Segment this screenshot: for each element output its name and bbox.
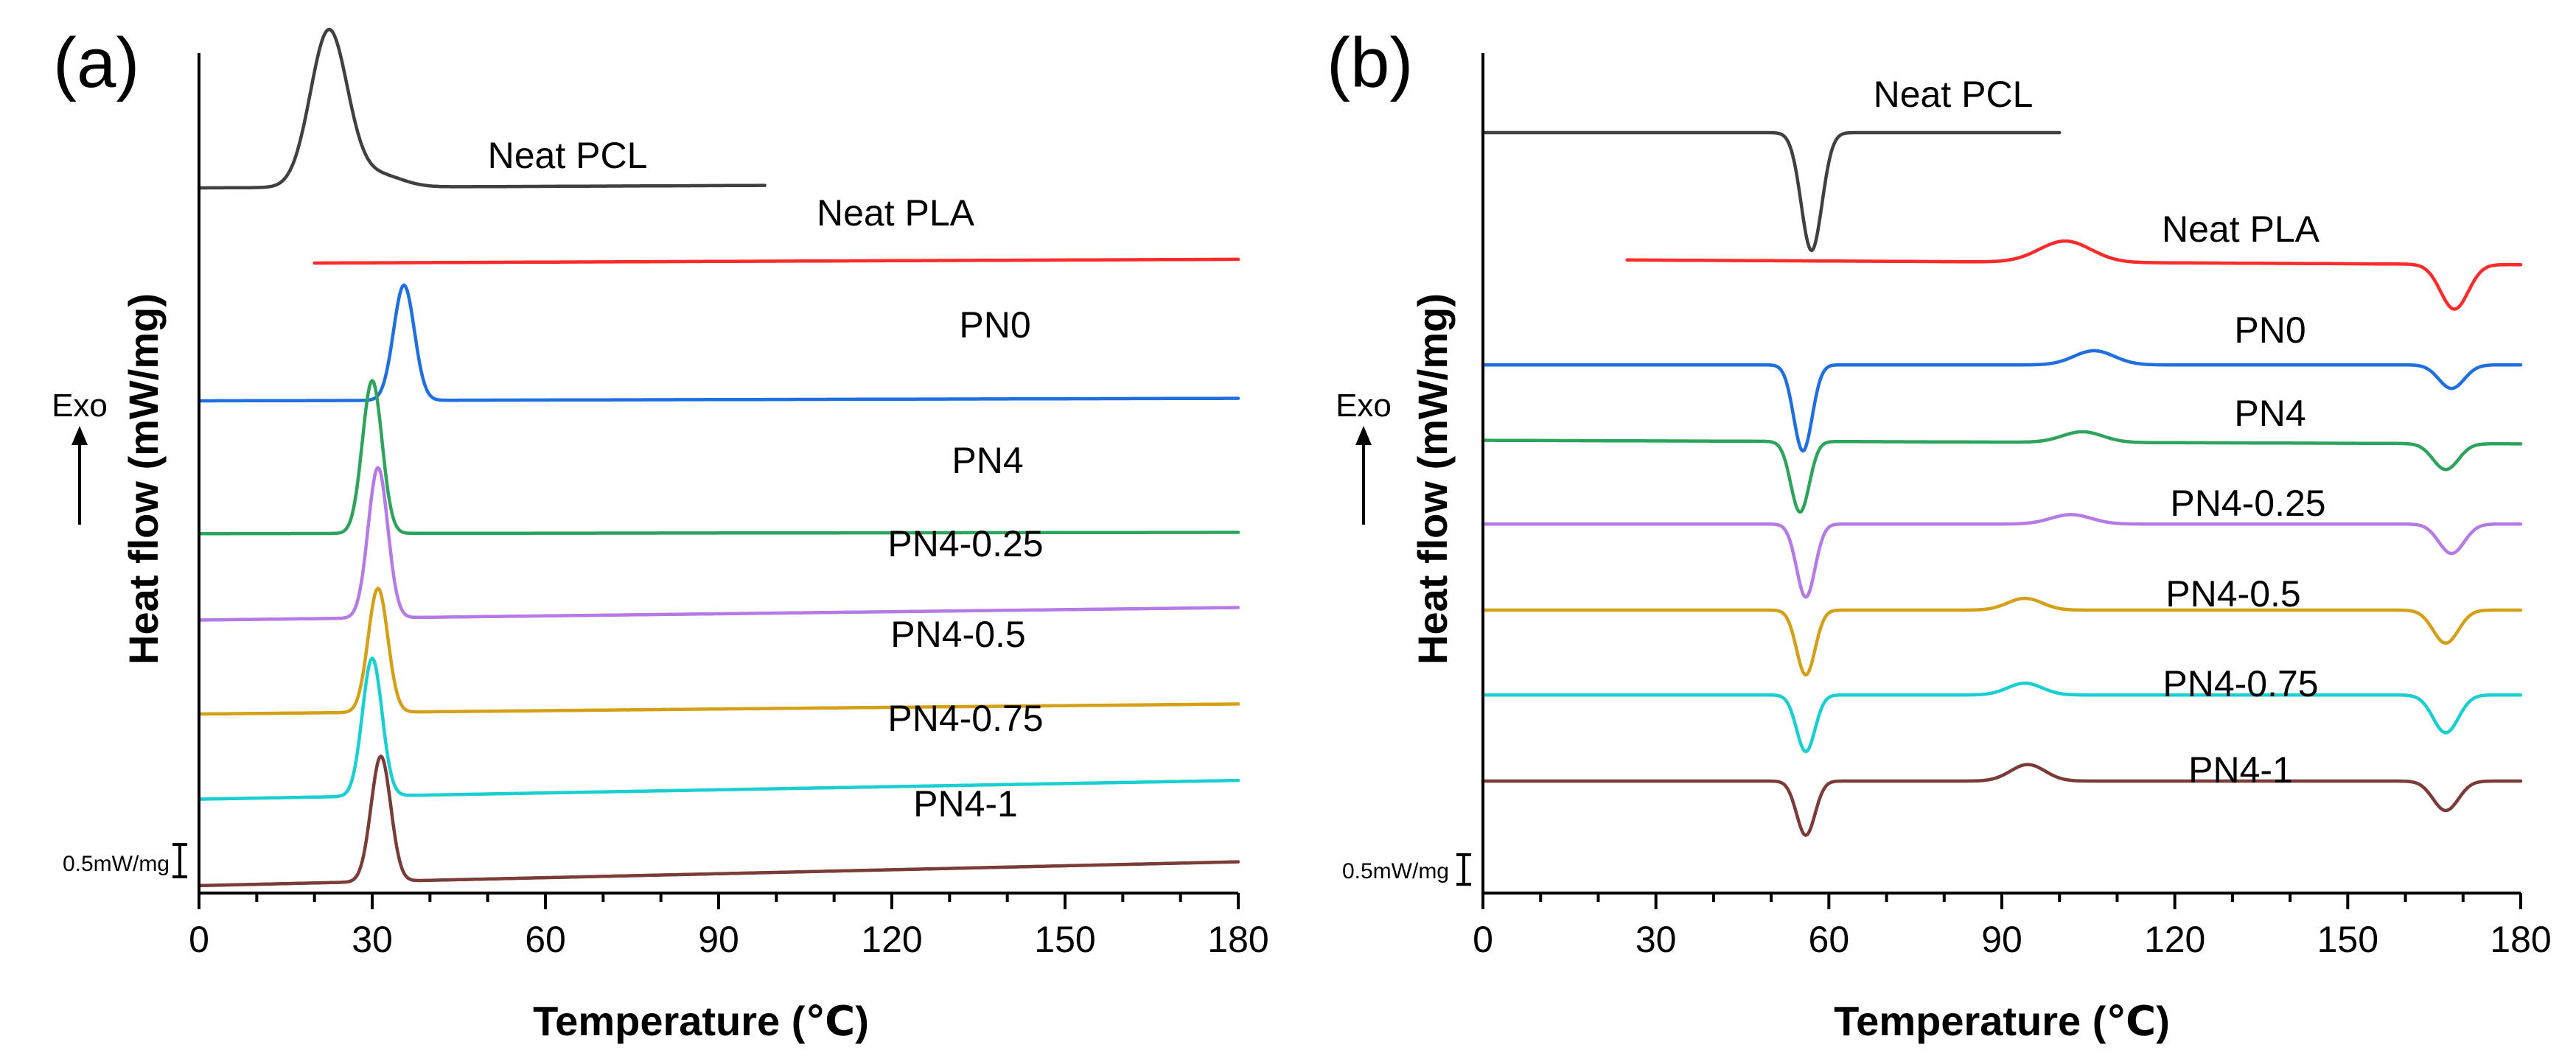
panel-1-series-label: Neat PLA bbox=[2162, 209, 2320, 250]
panel-a-scale-bar: 0.5mW/mg bbox=[63, 843, 187, 878]
panel-b-curves: Neat PCL Neat PLA PN0 PN4 PN4-0.25 PN4-0.5 PN4… bbox=[1481, 74, 2523, 837]
panel-1-series-label: PN4-0.25 bbox=[2170, 483, 2325, 524]
panel-1-curve-neat-pcl bbox=[1481, 130, 2062, 253]
panel-b-exo-indicator: Exo bbox=[1336, 388, 1392, 525]
panel-1-x-tick-label: 30 bbox=[1636, 919, 1677, 960]
panel-0-curve-pn4-0-75 bbox=[197, 657, 1240, 801]
panel-0-series-label: PN4-0.75 bbox=[887, 698, 1043, 739]
panel-a-exo-arrowhead-icon bbox=[71, 426, 88, 445]
panel-a-y-axis-label: Heat flow (mW/mg) bbox=[120, 293, 167, 665]
panel-0-curve-pn4-0-25 bbox=[197, 466, 1240, 622]
panel-1-series-label: PN4-1 bbox=[2188, 749, 2293, 791]
panel-0-series-label: PN4-1 bbox=[913, 783, 1018, 825]
panel-a-exo-indicator: Exo bbox=[52, 388, 108, 525]
panel-a-label: (a) bbox=[53, 24, 139, 102]
panel-1-x-tick-label: 90 bbox=[1981, 919, 2022, 960]
panel-0-curve-pn4-1 bbox=[197, 754, 1240, 888]
panel-0-x-tick-label: 150 bbox=[1034, 919, 1095, 960]
panel-a-curves: Neat PCL Neat PLA PN0 PN4 PN4-0.25 PN4-0.5 PN4… bbox=[197, 27, 1240, 888]
panel-0-curve-pn4-0-5 bbox=[197, 587, 1240, 716]
panel-1-x-tick-label: 120 bbox=[2144, 919, 2205, 960]
panel-0-series-label: PN4-0.25 bbox=[887, 523, 1043, 564]
panel-a-x-ticks: 0 30 60 90 120 150 180 bbox=[189, 893, 1269, 960]
panel-1-curve-pn4-0-25 bbox=[1481, 513, 2523, 599]
panel-b-label: (b) bbox=[1327, 24, 1413, 102]
panel-1-curve-pn0 bbox=[1481, 349, 2523, 453]
panel-1-x-tick-label: 150 bbox=[2317, 919, 2378, 960]
panel-1-series-label: PN0 bbox=[2234, 309, 2306, 351]
panel-b-exo-label: Exo bbox=[1336, 388, 1392, 424]
panel-b-exo-arrowhead-icon bbox=[1355, 426, 1372, 445]
panel-a-x-axis-label: Temperature (℃) bbox=[533, 998, 869, 1044]
panel-0-x-tick-label: 180 bbox=[1207, 919, 1268, 960]
panel-0-series-label: Neat PLA bbox=[817, 192, 975, 234]
panel-1-curve-pn4-0-75 bbox=[1481, 681, 2523, 754]
panel-b-scale-label: 0.5mW/mg bbox=[1342, 859, 1449, 883]
panel-b-axes bbox=[1481, 53, 2521, 895]
panel-0-x-tick-label: 120 bbox=[861, 919, 922, 960]
panel-1-curve-neat-pla bbox=[1625, 239, 2523, 311]
panel-1-series-label: PN4-0.75 bbox=[2163, 663, 2318, 704]
panel-1-x-tick-label: 0 bbox=[1473, 919, 1493, 960]
panel-1-x-tick-label: 60 bbox=[1809, 919, 1850, 960]
panel-0-x-tick-label: 0 bbox=[189, 919, 209, 960]
panel-0-series-label: Neat PCL bbox=[488, 135, 648, 176]
panel-0-curve-neat-pla bbox=[313, 257, 1240, 265]
panel-1-series-label: Neat PCL bbox=[1874, 74, 2034, 115]
panel-0-x-tick-label: 60 bbox=[525, 919, 566, 960]
panel-b-x-ticks: 0 30 60 90 120 150 180 bbox=[1473, 893, 2552, 960]
panel-a-exo-label: Exo bbox=[52, 388, 108, 424]
panel-0-series-label: PN4 bbox=[952, 440, 1023, 481]
panel-1-x-tick-label: 180 bbox=[2490, 919, 2551, 960]
panel-a: (a) Heat flow (mW/mg) Temperature (℃) Ex… bbox=[52, 24, 1269, 1044]
panel-0-series-label: PN4-0.5 bbox=[890, 614, 1025, 655]
panel-0-curve-neat-pcl bbox=[197, 27, 767, 190]
panel-b-y-axis-label: Heat flow (mW/mg) bbox=[1409, 293, 1456, 665]
panel-0-series-label: PN0 bbox=[959, 304, 1030, 346]
panel-a-axes bbox=[198, 53, 1238, 895]
panel-0-x-tick-label: 30 bbox=[352, 919, 393, 960]
panel-1-curve-pn4 bbox=[1481, 430, 2523, 514]
panel-1-curve-pn4-1 bbox=[1481, 763, 2523, 837]
panel-b-scale-bar: 0.5mW/mg bbox=[1342, 853, 1471, 886]
panel-b-x-axis-label: Temperature (℃) bbox=[1834, 998, 2170, 1044]
panel-0-curve-pn0 bbox=[197, 283, 1240, 403]
panel-0-x-tick-label: 90 bbox=[698, 919, 739, 960]
panel-1-curve-pn4-0-5 bbox=[1481, 596, 2523, 677]
panel-b: (b) Heat flow (mW/mg) Temperature (℃) Ex… bbox=[1327, 24, 2552, 1044]
panel-a-scale-label: 0.5mW/mg bbox=[63, 852, 170, 876]
panel-1-series-label: PN4 bbox=[2234, 393, 2306, 434]
panel-0-curve-pn4 bbox=[197, 379, 1240, 536]
panel-1-series-label: PN4-0.5 bbox=[2165, 573, 2300, 615]
